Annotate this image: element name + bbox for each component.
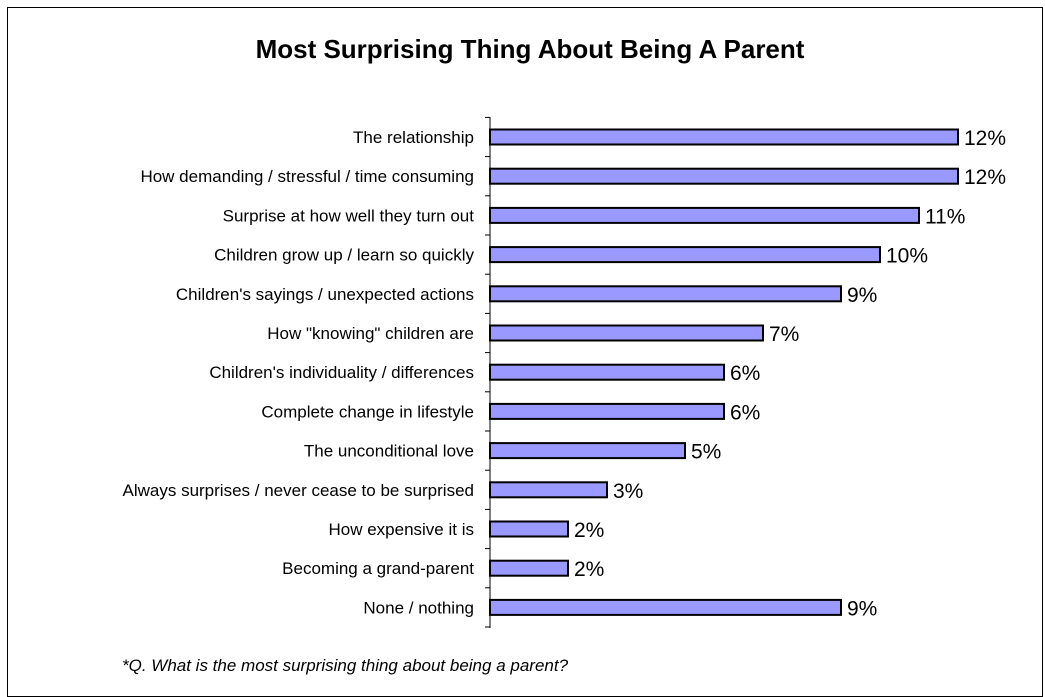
value-label: 7% [769,323,799,346]
bar [489,324,764,342]
bars-layer: The relationship 12% How demanding / stres… [123,116,1006,628]
value-label: 9% [847,284,877,307]
value-label: 2% [574,558,604,581]
value-label: 9% [847,597,877,620]
value-label: 6% [730,401,760,424]
bar [489,520,569,538]
chart-frame [7,7,1043,697]
value-label: 5% [691,441,721,464]
category-label: Becoming a grand-parent [282,559,474,578]
bar [489,598,842,616]
category-label: Surprise at how well they turn out [223,206,475,225]
category-label: How demanding / stressful / time consumi… [140,167,474,186]
chart-title: Most Surprising Thing About Being A Pare… [255,34,805,64]
value-label: 6% [730,362,760,385]
bar [489,128,959,146]
category-label: How "knowing" children are [267,324,474,343]
category-label: None / nothing [363,598,474,617]
bar [489,246,881,264]
category-label: Children's sayings / unexpected actions [176,285,474,304]
value-label: 10% [886,245,928,268]
category-label: Children's individuality / differences [209,363,474,382]
footnote: *Q. What is the most surprising thing ab… [122,656,569,675]
bar [489,363,725,381]
bar [489,285,842,303]
category-label: How expensive it is [328,520,474,539]
bar [489,167,959,185]
bar [489,402,725,420]
value-label: 11% [925,205,965,228]
bar [489,481,608,499]
bar [489,206,920,224]
bar [489,442,686,460]
category-label: The relationship [353,128,474,147]
category-label: The unconditional love [304,442,474,461]
category-label: Always surprises / never cease to be sur… [123,481,475,500]
category-label: Complete change in lifestyle [261,402,474,421]
category-label: Children grow up / learn so quickly [214,246,474,265]
value-label: 3% [613,480,643,503]
bar [489,559,569,577]
value-label: 12% [964,127,1006,150]
value-label: 2% [574,519,604,542]
value-label: 12% [964,166,1006,189]
